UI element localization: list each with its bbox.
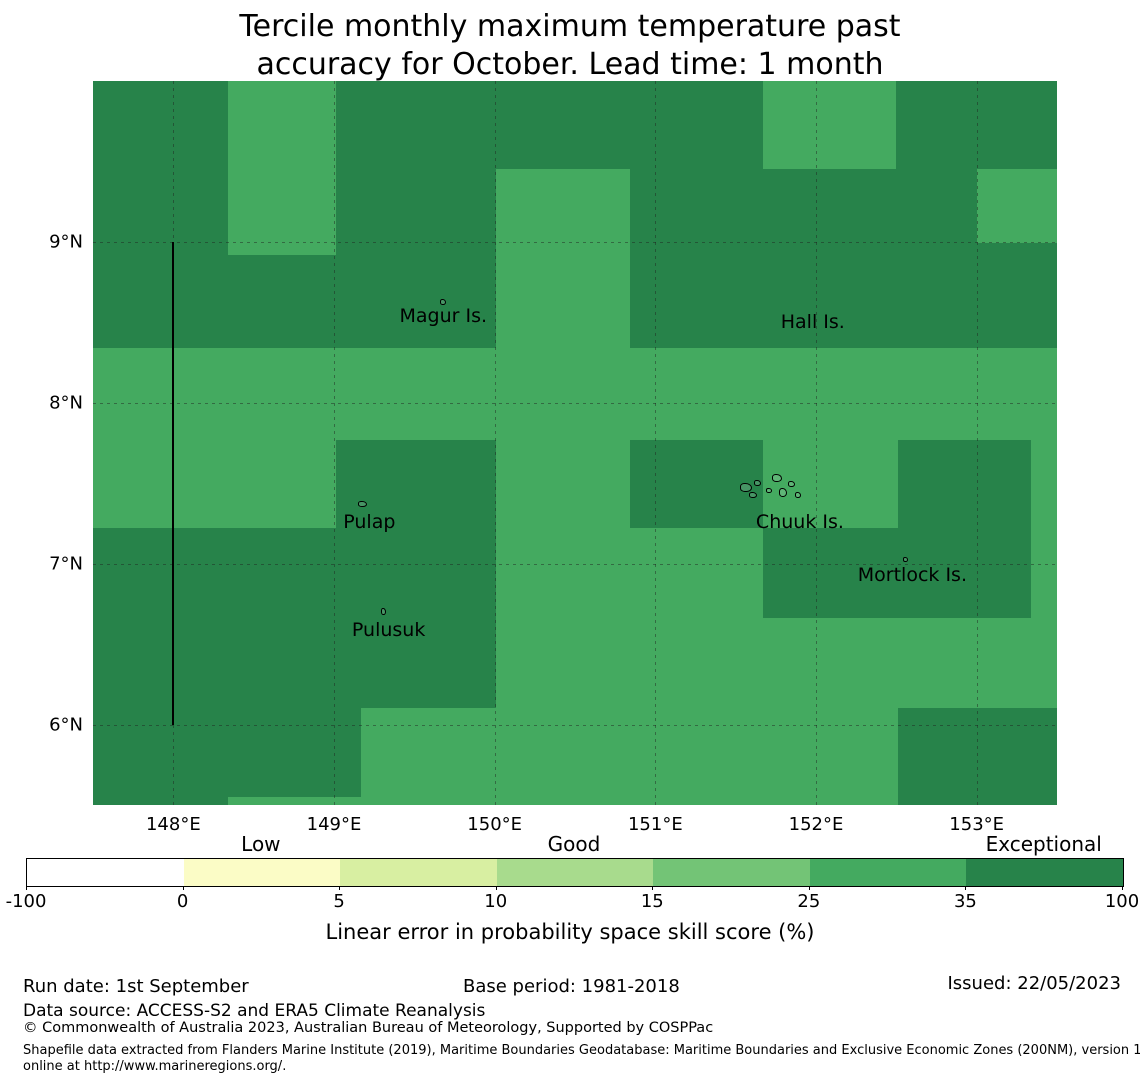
island-glyph xyxy=(902,557,908,563)
shapefile-note-line1: Shapefile data extracted from Flanders M… xyxy=(23,1043,1140,1058)
longitude-tick-label: 152°E xyxy=(788,814,844,835)
map-tile xyxy=(762,528,898,619)
map-tile xyxy=(335,439,497,709)
place-label: Pulap xyxy=(343,510,396,533)
latitude-gridline xyxy=(93,724,1057,726)
map-tile xyxy=(93,528,362,723)
colorbar-segment xyxy=(966,859,1124,886)
colorbar-tick-label: 25 xyxy=(797,891,821,912)
place-label: Mortlock Is. xyxy=(857,563,967,586)
island-glyph xyxy=(765,488,772,494)
colorbar-axis-label: Linear error in probability space skill … xyxy=(325,920,815,944)
map-panel: Magur Is. Hall Is. Pulap Chuuk Is. Mortlock … xyxy=(93,81,1057,805)
map-tile xyxy=(93,722,362,797)
colorbar-segment xyxy=(183,859,341,886)
colorbar-tick-label: 0 xyxy=(176,891,189,912)
colorbar-tick-label: 15 xyxy=(640,891,664,912)
colorbar-tickmark xyxy=(182,886,184,890)
place-label: Pulusuk xyxy=(351,618,426,641)
colorbar-segment xyxy=(340,859,497,886)
longitude-gridline xyxy=(334,81,335,805)
longitude-tick-label: 151°E xyxy=(627,814,683,835)
colorbar-tick-label: 10 xyxy=(484,891,508,912)
issued-date-text: Issued: 22/05/2023 xyxy=(947,973,1121,994)
latitude-tick-label: 8°N xyxy=(49,392,83,414)
island-glyph xyxy=(779,487,788,497)
colorbar-tick-label: 5 xyxy=(333,891,345,912)
colorbar-tickmark xyxy=(26,886,27,890)
longitude-gridline xyxy=(655,81,657,805)
map-tile xyxy=(629,243,1057,349)
colorbar-segment xyxy=(653,859,810,886)
map-tile xyxy=(335,81,497,349)
longitude-gridline xyxy=(494,81,496,805)
colorbar-segment xyxy=(496,859,654,886)
island-glyph xyxy=(740,482,753,492)
colorbar-tick-label: 35 xyxy=(953,891,977,912)
island-glyph xyxy=(794,492,801,499)
colorbar-category-label: Exceptional xyxy=(985,832,1102,856)
colorbar-tickmark xyxy=(339,886,341,890)
colorbar-tick-label: 100 xyxy=(1104,891,1140,912)
colorbar-tickmark xyxy=(808,886,810,890)
chart-title-line2: accuracy for October. Lead time: 1 month xyxy=(256,47,884,82)
shapefile-note-line2: online at http://www.marineregions.org/. xyxy=(23,1059,287,1074)
chart-title-line1: Tercile monthly maximum temperature past xyxy=(239,9,901,44)
copyright-text: © Commonwealth of Australia 2023, Austra… xyxy=(23,1020,714,1036)
place-label: Chuuk Is. xyxy=(755,510,844,533)
latitude-tick-label: 6°N xyxy=(49,714,83,736)
latitude-gridline xyxy=(93,563,1057,565)
base-period-text: Base period: 1981-2018 xyxy=(463,976,680,997)
latitude-gridline xyxy=(93,402,1057,404)
colorbar-category-label: Low xyxy=(241,832,281,856)
latitude-gridline xyxy=(93,241,1057,243)
colorbar-tickmark xyxy=(965,886,967,890)
island-glyph xyxy=(787,481,795,488)
island-glyph xyxy=(439,299,446,306)
map-tile xyxy=(629,169,977,244)
longitude-tick-label: 150°E xyxy=(467,814,523,835)
map-tile xyxy=(897,439,1032,619)
colorbar-tickmark xyxy=(652,886,654,890)
colorbar-tickmark xyxy=(495,886,497,890)
run-date-text: Run date: 1st September xyxy=(23,976,249,997)
island-glyph xyxy=(357,500,367,507)
island-glyph xyxy=(754,479,762,486)
colorbar-segment xyxy=(27,859,184,886)
latitude-tick-label: 7°N xyxy=(49,553,83,575)
map-tile xyxy=(93,81,228,349)
map-tile xyxy=(896,81,1057,170)
place-label: Magur Is. xyxy=(399,304,488,327)
map-tile xyxy=(897,708,1057,805)
place-label: Hall Is. xyxy=(780,311,845,334)
colorbar-segment xyxy=(809,859,967,886)
map-tile xyxy=(227,254,336,349)
map-tile xyxy=(496,81,763,170)
island-glyph xyxy=(748,492,757,499)
longitude-gridline xyxy=(816,81,817,805)
longitude-tick-label: 149°E xyxy=(306,814,362,835)
colorbar-category-label: Good xyxy=(547,832,601,856)
island-glyph xyxy=(380,607,386,615)
colorbar xyxy=(26,858,1124,887)
data-source-text: Data source: ACCESS-S2 and ERA5 Climate … xyxy=(23,1001,486,1021)
eez-boundary-line xyxy=(172,241,175,725)
longitude-gridline xyxy=(976,81,978,805)
island-glyph xyxy=(771,473,782,482)
colorbar-tick-label: -100 xyxy=(5,891,47,912)
chart-title: Tercile monthly maximum temperature past… xyxy=(0,8,1140,84)
latitude-tick-label: 9°N xyxy=(49,231,83,253)
map-tile xyxy=(93,796,228,805)
longitude-tick-label: 148°E xyxy=(145,814,201,835)
colorbar-tickmark xyxy=(1122,886,1123,890)
